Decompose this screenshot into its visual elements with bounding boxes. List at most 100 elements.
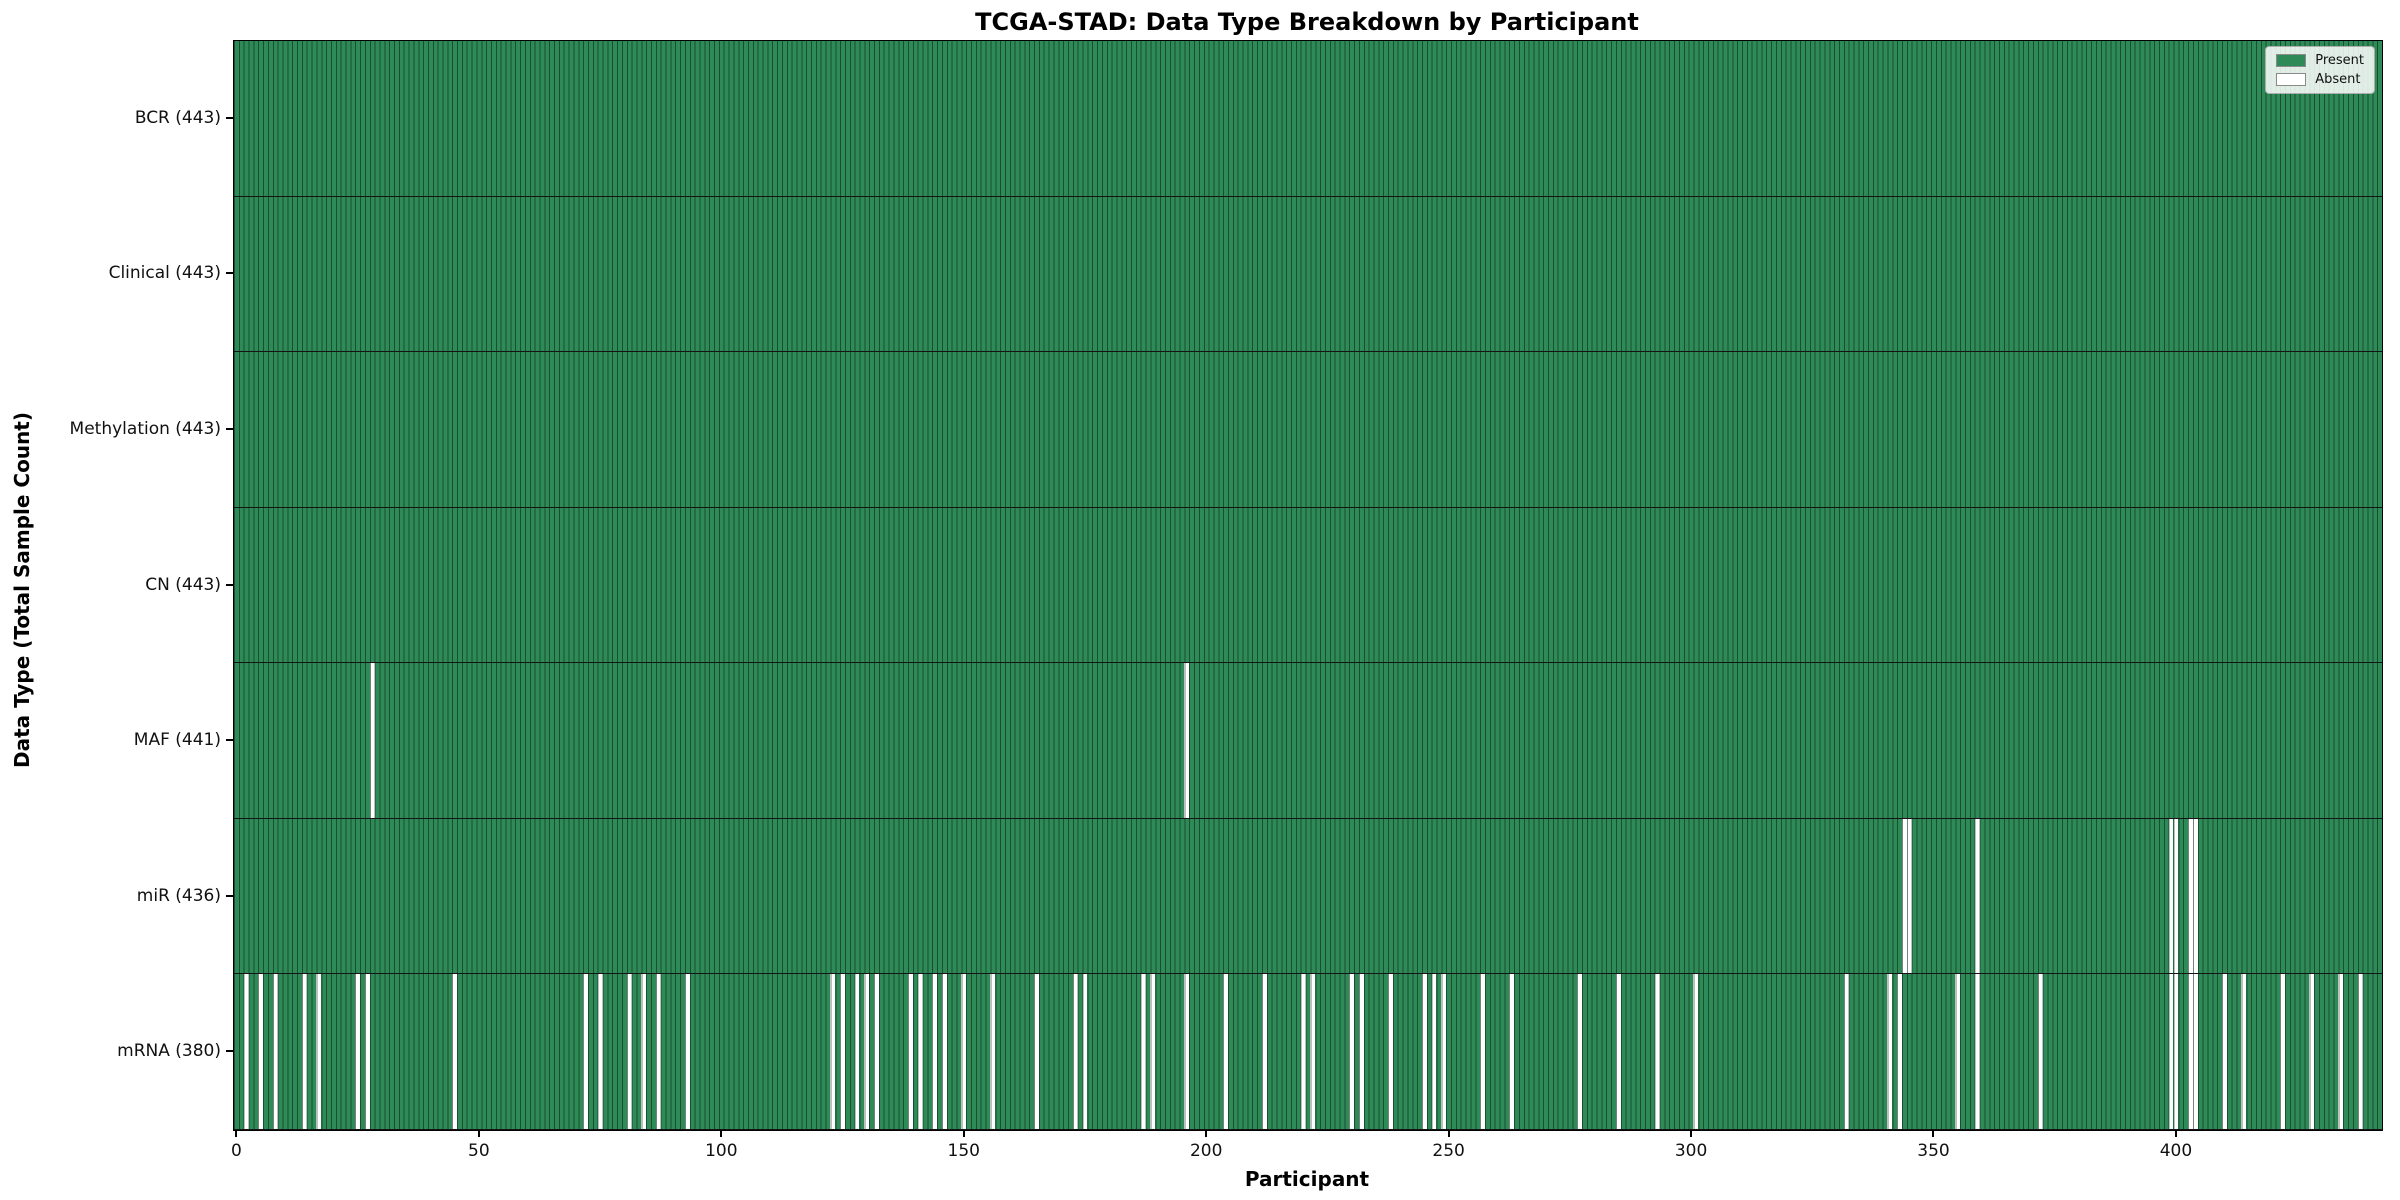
absent-bar-mrna-212: [1261, 974, 1267, 1129]
column-edges-overlay: [234, 507, 2382, 663]
row-clinical: [234, 196, 2382, 353]
x-axis-label: Participant: [1244, 1167, 1370, 1191]
absent-bar-mrna-25: [355, 974, 361, 1129]
absent-bar-mrna-2: [243, 974, 249, 1129]
absent-bar-mrna-293: [1654, 974, 1660, 1129]
absent-bar-mrna-428: [2309, 974, 2315, 1129]
absent-bar-mrna-150: [961, 974, 967, 1129]
absent-bar-mrna-189: [1150, 974, 1156, 1129]
absent-bar-mir-359: [1974, 818, 1980, 974]
absent-bar-mrna-422: [2280, 974, 2286, 1129]
absent-bar-mrna-285: [1615, 974, 1621, 1129]
absent-bar-mrna-332: [1843, 974, 1849, 1129]
absent-bar-mrna-232: [1358, 974, 1364, 1129]
xtick-mark-150: [962, 1130, 965, 1137]
absent-bar-mrna-230: [1349, 974, 1355, 1129]
xtick-label-300: 300: [1674, 1141, 1708, 1161]
xtick-mark-350: [1932, 1130, 1935, 1137]
absent-bar-mrna-220: [1300, 974, 1306, 1129]
ytick-label-cn: CN (443): [145, 574, 221, 595]
absent-bar-mrna-123: [830, 974, 836, 1129]
legend-entry-absent: Absent: [2276, 73, 2364, 86]
absent-bar-mir-345: [1906, 818, 1912, 974]
xtick-mark-200: [1205, 1130, 1208, 1137]
absent-bar-mrna-132: [874, 974, 879, 1129]
row-bcr: [234, 41, 2382, 197]
absent-bar-mrna-249: [1441, 974, 1447, 1129]
absent-bar-mrna-128: [854, 974, 860, 1129]
absent-bar-mrna-141: [917, 974, 923, 1129]
absent-bar-mrna-14: [301, 974, 307, 1129]
ytick-mark-clinical: [226, 272, 233, 275]
xtick-label-350: 350: [1917, 1141, 1950, 1161]
chart-title: TCGA-STAD: Data Type Breakdown by Partic…: [975, 8, 1639, 36]
present-swatch-icon: [2276, 54, 2307, 67]
column-edges-overlay: [234, 41, 2382, 196]
ytick-label-methylation: Methylation (443): [69, 418, 221, 439]
ytick-label-bcr: BCR (443): [134, 107, 221, 128]
absent-bar-mrna-75: [597, 974, 603, 1129]
absent-bar-mrna-27: [364, 974, 370, 1129]
xtick-mark-250: [1447, 1130, 1450, 1137]
absent-bar-mrna-400: [2173, 974, 2179, 1129]
ytick-mark-mrna: [226, 1050, 233, 1053]
absent-bar-mrna-359: [1974, 974, 1980, 1129]
xtick-mark-400: [2174, 1130, 2177, 1137]
absent-bar-mrna-187: [1140, 974, 1146, 1129]
absent-bar-mrna-146: [941, 974, 947, 1129]
ytick-mark-maf: [226, 739, 233, 742]
row-maf: [234, 663, 2382, 819]
plot-area: Present Absent: [233, 40, 2383, 1131]
absent-bar-mrna-257: [1480, 974, 1485, 1129]
column-edges-overlay: [234, 818, 2382, 974]
absent-bar-mrna-45: [452, 974, 458, 1129]
absent-bar-mrna-72: [583, 974, 588, 1129]
row-mir: [234, 818, 2382, 975]
xtick-label-250: 250: [1432, 1141, 1465, 1161]
legend-entry-present: Present: [2276, 54, 2364, 67]
absent-bar-mrna-238: [1388, 974, 1393, 1129]
absent-bar-mrna-173: [1072, 974, 1078, 1129]
absent-bar-maf-196: [1184, 663, 1190, 818]
legend-label-absent: Absent: [2315, 72, 2361, 87]
absent-bar-mrna-125: [840, 974, 845, 1129]
column-edges-overlay: [234, 352, 2382, 507]
absent-bar-mrna-404: [2192, 974, 2198, 1129]
ytick-mark-bcr: [226, 116, 233, 119]
absent-bar-mrna-93: [684, 974, 690, 1129]
xtick-mark-50: [477, 1130, 480, 1137]
absent-bar-mrna-414: [2241, 974, 2247, 1129]
ytick-mark-methylation: [226, 427, 233, 430]
ytick-mark-cn: [226, 583, 233, 586]
xtick-label-50: 50: [468, 1141, 490, 1161]
absent-bar-mrna-130: [864, 974, 870, 1129]
absent-bar-mrna-245: [1421, 974, 1427, 1129]
absent-bar-mrna-87: [655, 974, 661, 1129]
absent-bar-mrna-196: [1184, 974, 1190, 1129]
legend-label-present: Present: [2315, 53, 2364, 68]
absent-bar-mir-400: [2173, 818, 2179, 974]
absent-bar-mrna-139: [907, 974, 913, 1129]
xtick-label-200: 200: [1189, 1141, 1223, 1161]
column-edges-overlay: [234, 196, 2382, 352]
xtick-label-400: 400: [2159, 1141, 2193, 1161]
absent-bar-mrna-372: [2037, 974, 2043, 1129]
absent-bar-mrna-165: [1034, 974, 1039, 1129]
column-edges-overlay: [234, 663, 2382, 818]
absent-bar-mrna-5: [258, 974, 264, 1129]
absent-bar-mrna-204: [1223, 974, 1228, 1129]
absent-bar-mrna-175: [1082, 974, 1088, 1129]
absent-bar-mrna-301: [1693, 974, 1699, 1129]
absent-bar-mir-404: [2192, 818, 2198, 974]
row-mrna: [234, 974, 2382, 1130]
row-cn: [234, 507, 2382, 664]
absent-bar-mrna-355: [1955, 974, 1961, 1129]
absent-bar-mrna-410: [2221, 974, 2227, 1129]
column-edges-overlay: [234, 974, 2382, 1129]
xtick-mark-300: [1690, 1130, 1693, 1137]
xtick-label-0: 0: [231, 1141, 242, 1161]
legend: Present Absent: [2265, 46, 2375, 94]
absent-bar-mrna-8: [272, 974, 278, 1129]
row-methylation: [234, 352, 2382, 508]
absent-bar-mrna-434: [2338, 974, 2344, 1129]
